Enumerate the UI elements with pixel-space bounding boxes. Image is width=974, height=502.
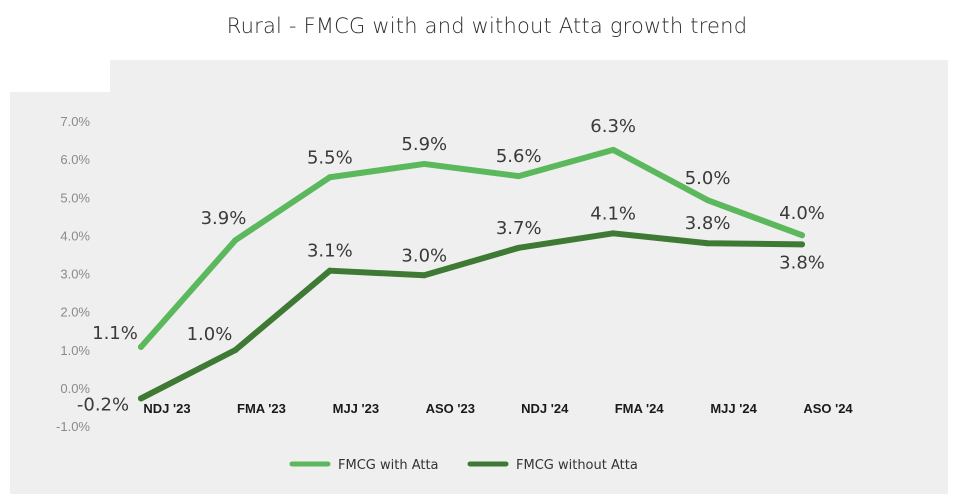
data-point (704, 240, 711, 247)
y-axis: 7.0% 6.0% 5.0% 4.0% 3.0% 2.0% 1.0% 0.0% -1.0% (56, 114, 90, 434)
data-label: 3.0% (401, 245, 447, 266)
data-point (515, 244, 522, 251)
data-point (326, 174, 333, 181)
chart-title: Rural - FMCG with and without Atta growt… (226, 14, 748, 38)
y-tick-label: 3.0% (60, 267, 90, 282)
x-tick-label: MJJ '24 (710, 401, 757, 416)
legend-label: FMCG with Atta (338, 458, 439, 473)
data-point (799, 232, 806, 239)
blank-box (10, 60, 110, 92)
x-tick-label: NDJ '24 (521, 401, 569, 416)
y-tick-label: 1.0% (60, 343, 90, 358)
y-tick-label: 4.0% (60, 228, 90, 243)
series-line-without-atta (138, 230, 806, 402)
data-label: 5.5% (307, 147, 353, 168)
data-label: 3.8% (685, 213, 731, 234)
data-label: 5.0% (685, 168, 731, 189)
data-label: 4.0% (779, 203, 825, 224)
data-label: -0.2% (77, 394, 129, 415)
data-label: 6.3% (590, 116, 636, 137)
data-label: 5.6% (496, 146, 542, 167)
y-tick-label: 6.0% (60, 152, 90, 167)
x-axis: NDJ '23 FMA '23 MJJ '23 ASO '23 NDJ '24 FMA '… (143, 401, 853, 416)
data-label: 3.9% (201, 208, 247, 229)
x-tick-label: FMA '23 (237, 401, 286, 416)
data-point (610, 230, 617, 237)
data-point (421, 160, 428, 167)
y-tick-label: 7.0% (60, 114, 90, 129)
data-label: 4.1% (590, 203, 636, 224)
data-point (799, 241, 806, 248)
data-label: 3.1% (307, 241, 353, 262)
y-tick-label: 2.0% (60, 305, 90, 320)
data-label: 1.0% (187, 324, 233, 345)
data-point (138, 343, 144, 350)
data-point (138, 395, 144, 402)
data-point (515, 173, 522, 180)
data-point (232, 346, 239, 353)
series-line-with-atta (138, 146, 806, 350)
data-label: 3.7% (496, 218, 542, 239)
data-point (326, 267, 333, 274)
data-point (610, 146, 617, 153)
x-tick-label: NDJ '23 (143, 401, 190, 416)
y-tick-label: 0.0% (60, 381, 90, 396)
y-tick-label: -1.0% (56, 419, 90, 434)
data-label: 5.9% (401, 134, 447, 155)
x-tick-label: MJJ '23 (333, 401, 379, 416)
chart-panel (10, 60, 948, 494)
legend-label: FMCG without Atta (516, 458, 638, 473)
y-tick-label: 5.0% (60, 190, 90, 205)
legend: FMCG with Atta FMCG without Atta (289, 458, 638, 473)
data-point (232, 237, 239, 244)
data-point (421, 272, 428, 279)
x-tick-label: ASO '23 (426, 401, 475, 416)
x-tick-label: FMA '24 (615, 401, 665, 416)
x-tick-label: ASO '24 (803, 401, 853, 416)
data-point (704, 197, 711, 204)
data-labels: 1.1% 3.9% 5.5% 5.9% 5.6% 6.3% 5.0% 4.0% -0.2% 1.0… (77, 116, 825, 416)
series-lines (138, 146, 806, 402)
data-label: 1.1% (92, 323, 138, 344)
data-label: 3.8% (779, 252, 825, 273)
